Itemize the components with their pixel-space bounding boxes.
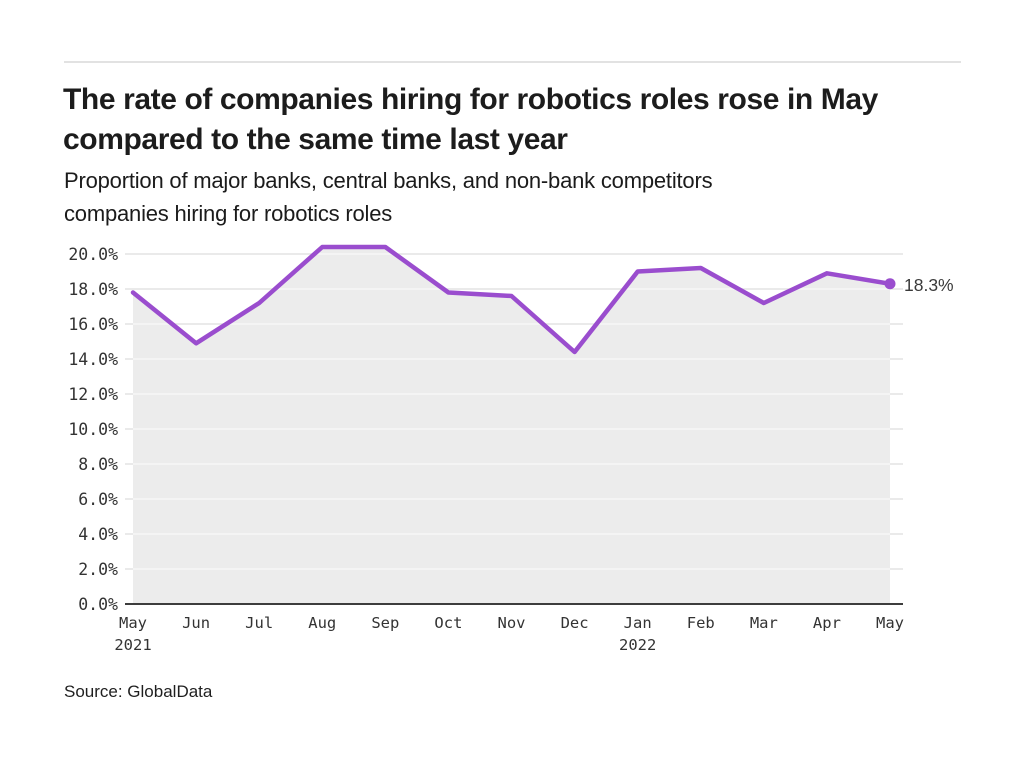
y-tick-label: 14.0% [68, 350, 118, 369]
x-tick-label: May [876, 614, 904, 632]
subtitle-line-2: companies hiring for robotics roles [64, 201, 393, 226]
x-tick-label: Mar [750, 614, 778, 632]
y-tick-label: 6.0% [78, 490, 118, 509]
y-tick-label: 2.0% [78, 560, 118, 579]
chart-subtitle: Proportion of major banks, central banks… [64, 164, 713, 230]
y-tick-label: 18.0% [68, 280, 118, 299]
data-line [130, 244, 893, 355]
y-tick-label: 16.0% [68, 315, 118, 334]
source-note: Source: GlobalData [64, 682, 213, 701]
top-divider [64, 61, 961, 63]
x-tick-year-label: 2021 [114, 636, 151, 654]
x-tick-label: Sep [371, 614, 399, 632]
y-tick-label: 8.0% [78, 455, 118, 474]
x-tick-label: Aug [308, 614, 336, 632]
end-value-label: 18.3% [904, 275, 954, 295]
page-title: The rate of companies hiring for robotic… [63, 80, 878, 160]
end-point-marker [884, 278, 896, 290]
y-tick-label: 12.0% [68, 385, 118, 404]
area-fill [133, 247, 890, 604]
x-tick-label: Oct [434, 614, 462, 632]
x-tick-label: Apr [813, 614, 841, 632]
title-line-1: The rate of companies hiring for robotic… [63, 83, 878, 116]
x-tick-label: Jun [182, 614, 210, 632]
x-tick-label: Jul [245, 614, 273, 632]
x-tick-label: Nov [498, 614, 526, 632]
y-tick-label: 20.0% [68, 245, 118, 264]
subtitle-line-1: Proportion of major banks, central banks… [64, 168, 713, 193]
x-tick-label: Dec [561, 614, 589, 632]
y-tick-label: 0.0% [78, 595, 118, 614]
x-tick-label: May [119, 614, 147, 632]
x-tick-year-label: 2022 [619, 636, 656, 654]
x-tick-label: Jan [624, 614, 652, 632]
y-tick-label: 4.0% [78, 525, 118, 544]
title-line-2: compared to the same time last year [63, 123, 568, 156]
x-tick-label: Feb [687, 614, 715, 632]
y-tick-label: 10.0% [68, 420, 118, 439]
